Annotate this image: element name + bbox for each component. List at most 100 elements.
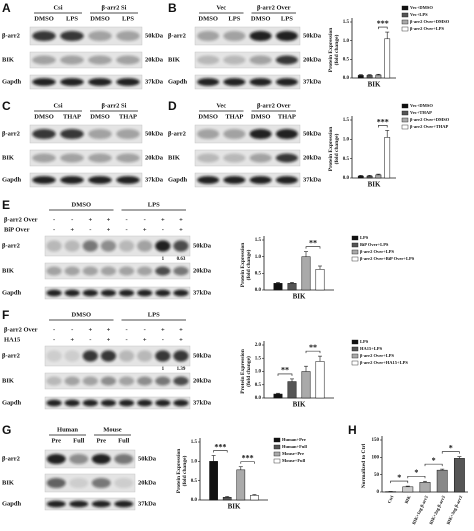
panel-letter: G: [2, 423, 11, 437]
legend-swatch: [351, 235, 359, 241]
size-label: 50kDa: [138, 455, 157, 462]
blot-band: [118, 399, 135, 407]
blot-band: [69, 453, 89, 465]
y-tick-label: 0.5: [343, 57, 350, 62]
bar: [366, 75, 373, 79]
blot-band: [100, 399, 117, 407]
blot-band: [82, 240, 98, 252]
blot-strip: [44, 345, 191, 367]
legend-swatch: [401, 19, 409, 25]
blot-band: [275, 30, 298, 42]
blot-band: [249, 153, 272, 163]
blot-band: [223, 55, 246, 65]
legend-swatch: [401, 26, 409, 32]
blot-band: [116, 128, 140, 140]
blot-band: [223, 153, 246, 163]
size-label: 37kDa: [303, 176, 322, 183]
treatment-label: β-arr2 Over: [4, 216, 38, 223]
row-label: BIK: [2, 154, 14, 161]
quant-label: 1.39: [177, 367, 186, 372]
bar: [357, 75, 364, 79]
blot-band: [32, 128, 56, 140]
blot-strip: [29, 51, 143, 69]
bar: [301, 371, 311, 399]
significance-label: *: [449, 443, 453, 452]
blot-band: [116, 30, 140, 42]
lane-label: DMSO: [198, 113, 218, 120]
blot-band: [197, 176, 220, 184]
blot-band: [223, 30, 246, 42]
significance-bracket: [213, 450, 228, 453]
group-label: β-arr2 Over: [257, 4, 291, 11]
y-tick-label: 0.5: [255, 383, 262, 388]
blot-band: [118, 376, 135, 386]
blot-strip: [29, 124, 143, 144]
group-label: LPS: [148, 311, 160, 318]
x-tick-label: BIK: [404, 494, 412, 504]
treatment-sign: +: [143, 226, 147, 233]
quant-label: 0.63: [177, 257, 186, 262]
panel-letter: D: [168, 99, 177, 113]
blot-band: [60, 55, 84, 65]
significance-label: *: [397, 473, 401, 482]
y-axis-label: Protein Expression(fold change): [240, 243, 252, 288]
legend-swatch: [273, 451, 281, 457]
size-label: 37kDa: [138, 500, 157, 507]
legend-label: β-arr2 Over+BiP Over+LPS: [360, 256, 415, 261]
blot-band: [155, 399, 171, 407]
bar: [375, 174, 382, 179]
legend-swatch: [351, 353, 359, 359]
size-label: 20kDa: [145, 56, 164, 63]
x-tick-label: BIK+3ug β-arr2: [445, 494, 463, 525]
legend-label: β-arr2 Over+LPS: [360, 353, 395, 358]
treatment-sign: +: [179, 226, 183, 233]
size-label: 20kDa: [138, 479, 157, 486]
blot-band: [88, 78, 112, 86]
y-tick-label: 0.5: [191, 479, 198, 484]
blot-band: [91, 453, 111, 465]
blot-strip: [194, 124, 301, 144]
lane-label: LPS: [228, 15, 240, 22]
legend-label: Vec+THAP: [410, 110, 432, 115]
legend-swatch: [401, 5, 409, 11]
size-label: 20kDa: [193, 267, 212, 274]
blot-band: [197, 128, 220, 140]
blot-band: [88, 55, 112, 65]
blot-band: [64, 289, 80, 297]
panel-letter: F: [2, 308, 9, 322]
blot-band: [100, 350, 117, 362]
blot-band: [82, 289, 98, 297]
group-label: Csi: [53, 4, 62, 11]
bar: [384, 137, 391, 179]
treatment-sign: -: [125, 226, 127, 233]
group-label: Human: [57, 426, 78, 433]
row-label: β-arr2: [2, 130, 20, 137]
blot-band: [118, 240, 135, 252]
treatment-sign: +: [161, 326, 165, 333]
blot-band: [46, 266, 62, 276]
treatment-sign: -: [53, 326, 55, 333]
lane-label: DMSO: [90, 15, 110, 22]
group-label: β-arr2 Si: [102, 4, 127, 11]
size-label: 37kDa: [193, 289, 212, 296]
row-label: Gapdh: [168, 176, 188, 183]
row-label: β-arr2: [168, 32, 186, 39]
blot-band: [116, 55, 140, 65]
significance-bracket: [390, 480, 409, 484]
treatment-sign: +: [70, 226, 74, 233]
treatment-sign: -: [125, 216, 127, 223]
row-label: BIK: [168, 154, 180, 161]
y-tick-label: 1.5: [255, 238, 262, 243]
size-label: 37kDa: [145, 176, 164, 183]
blot-band: [32, 78, 56, 86]
blot-band: [69, 500, 89, 508]
legend-swatch: [401, 117, 409, 123]
blot-band: [114, 477, 134, 489]
blot-band: [116, 153, 140, 163]
legend-swatch: [401, 12, 409, 18]
y-tick-label: 1.0: [343, 39, 350, 44]
blot-band: [116, 176, 140, 184]
significance-bracket: [277, 373, 293, 376]
size-label: 50kDa: [145, 130, 164, 137]
blot-band: [46, 477, 66, 489]
